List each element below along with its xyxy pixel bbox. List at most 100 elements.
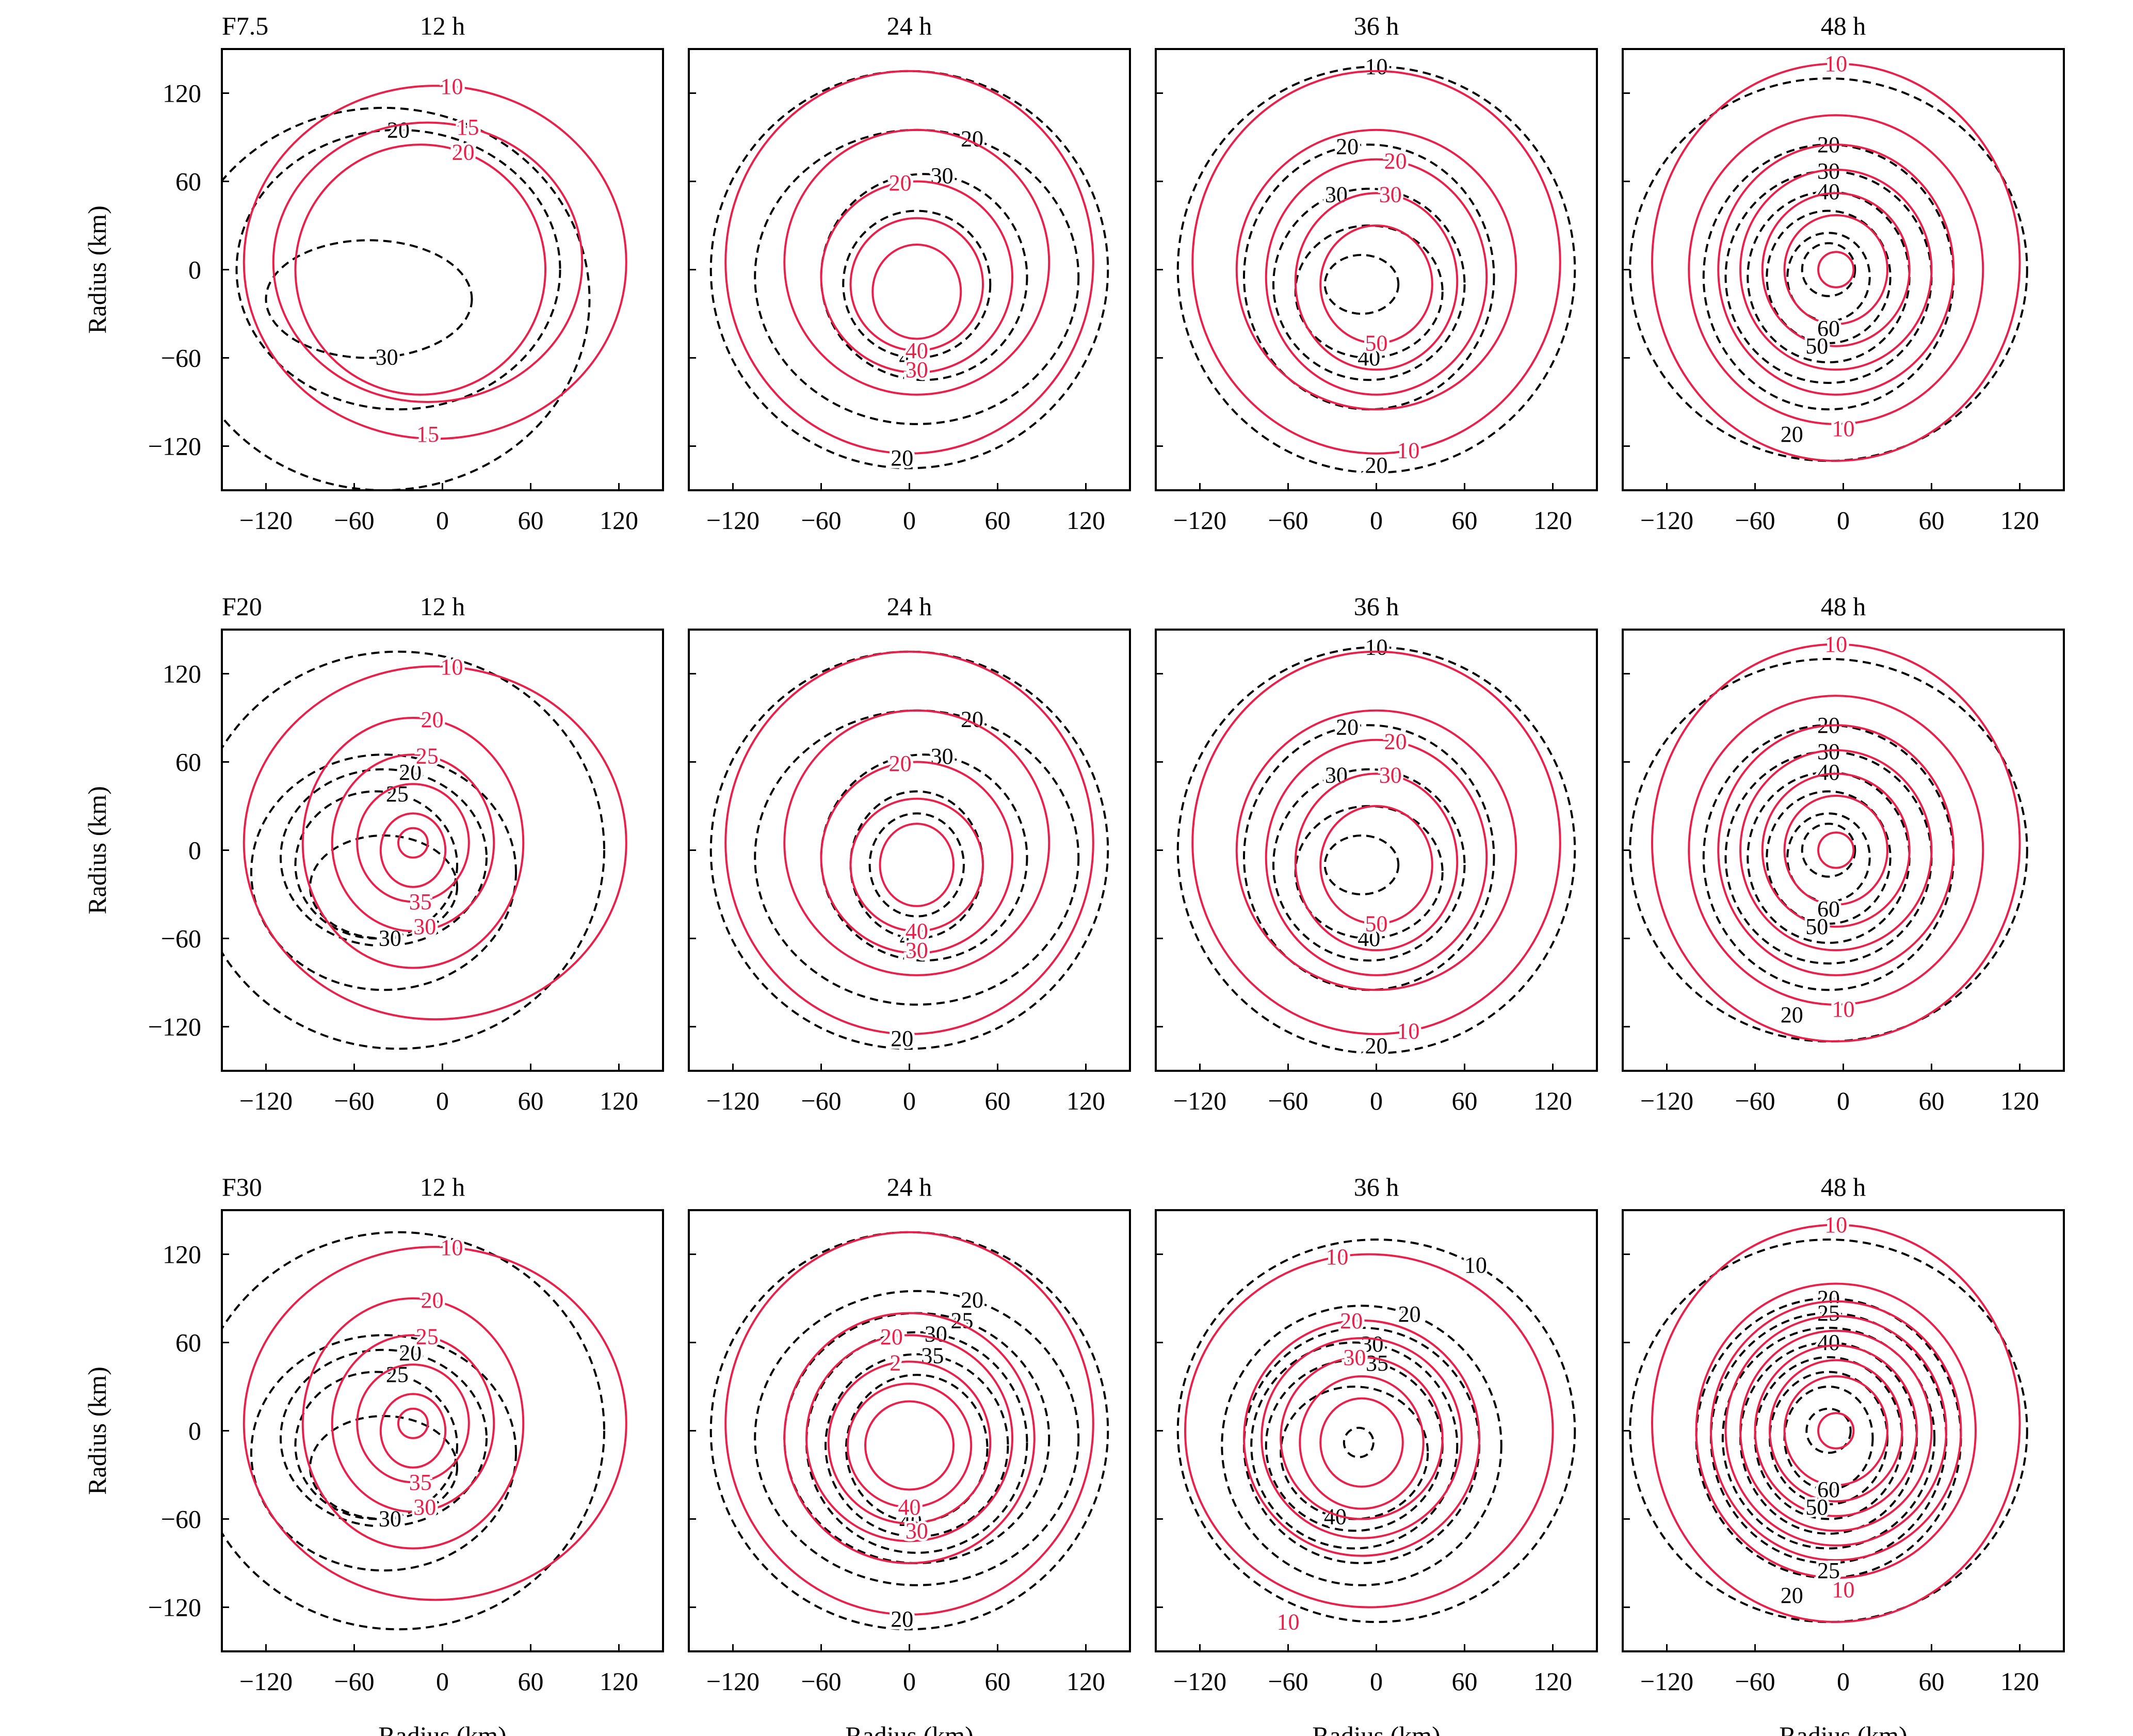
solid-contour [1761,192,1911,347]
solid-contour [294,143,546,396]
x-tick-label: −60 [801,506,841,535]
solid-contour-label: 10 [441,1235,463,1260]
plot-area: 10 20 30 40 10 20 30 50 20 [1176,632,1576,1061]
x-tick-label: −120 [1173,1086,1226,1115]
solid-contour [1265,158,1488,396]
solid-contour [1817,251,1855,288]
dashed-contour [754,1290,1080,1586]
dashed-contour [235,128,561,411]
solid-contour [864,1400,955,1491]
solid-contour [356,1363,470,1484]
dashed-contour-label: 20 [399,760,422,785]
solid-contour-label: 10 [1832,1577,1855,1602]
x-tick-label: 0 [903,1667,916,1696]
dashed-contour-label: 10 [1365,54,1388,79]
solid-contour-label: 10 [1397,438,1419,463]
solid-contour [849,797,984,933]
x-tick-label: 0 [436,1086,449,1115]
x-tick-label: −120 [1640,1667,1693,1696]
solid-contour-label: 30 [1343,1345,1366,1370]
solid-contour-label: 20 [880,1324,903,1349]
panel-frame [688,48,1131,491]
dashed-contour [250,753,517,991]
solid-contour [1717,724,1955,976]
dashed-contour-label: 40 [899,1509,922,1534]
row-label: F20 [222,592,262,621]
panel-title: 48 h [1821,1172,1866,1201]
solid-contour [243,85,627,440]
solid-contour [1783,795,1888,906]
solid-contour-label: 20 [889,170,912,196]
solid-contour [879,823,955,907]
y-tick-label: −60 [161,344,201,373]
solid-contour [379,1393,447,1469]
solid-contour [1651,62,2021,462]
solid-contour-label: 50 [1365,331,1388,356]
solid-contour [783,1312,1036,1564]
dashed-contour [1766,790,1892,925]
dashed-contour [805,1331,1028,1554]
solid-contour-label: 20 [1384,729,1407,754]
dashed-contour [280,1348,488,1528]
solid-contour-label: 20 [452,139,475,165]
x-axis-label: Radius (km) [1779,1721,1908,1736]
x-tick-label: −120 [239,1086,293,1115]
dashed-contour [1250,1341,1459,1550]
x-tick-label: 0 [903,1086,916,1115]
x-tick-label: 60 [1919,1667,1945,1696]
panel-title: 24 h [887,11,932,40]
dashed-contour [1786,812,1871,903]
panel-title: 48 h [1821,11,1866,40]
dashed-contour [1221,1305,1502,1586]
solid-contour [783,709,1051,976]
x-tick-label: 120 [1533,1086,1572,1115]
x-tick-label: 60 [518,1086,544,1115]
x-tick-label: 120 [2000,1086,2039,1115]
x-tick-label: 120 [1066,1086,1105,1115]
dashed-contour [222,107,591,490]
x-axis-label: Radius (km) [1312,1721,1441,1736]
x-tick-label: −60 [334,1667,374,1696]
dashed-contour [250,1334,517,1572]
x-tick-label: −120 [1173,1667,1226,1696]
dashed-contour-label: 20 [1817,1286,1840,1311]
x-tick-label: 60 [985,506,1011,535]
solid-contour [272,121,584,403]
solid-contour-label: 10 [1824,632,1847,657]
y-axis-label: Radius (km) [83,1367,111,1495]
solid-contour-label: 10 [1832,996,1855,1022]
solid-contour-label: 20 [889,751,912,776]
dashed-contour-label: 30 [379,1506,401,1532]
dashed-contour [1343,1426,1375,1458]
x-tick-label: 0 [436,506,449,535]
solid-contour [1761,773,1911,928]
x-tick-label: 0 [1837,1667,1850,1696]
x-tick-label: 120 [600,1086,638,1115]
panel-frame [221,1209,664,1652]
solid-contour [1688,114,1984,425]
solid-contour [724,70,1094,455]
solid-contour [1280,1356,1444,1520]
dashed-contour-label: 40 [1358,345,1380,371]
solid-contour [1235,709,1517,991]
solid-contour [820,180,1013,374]
x-axis-label: Radius (km) [845,1721,974,1736]
x-tick-label: 120 [600,506,638,535]
dashed-contour [222,1231,605,1631]
x-tick-label: 120 [600,1667,638,1696]
panel-1-3: 10 20 30 40 10 20 30 50 20 −120 −60 0 60 120 36 h [1155,11,1598,535]
dashed-contour-label: 20 [1781,1002,1803,1027]
y-tick-label: 120 [163,1240,201,1269]
y-tick-label: −60 [161,1505,201,1534]
x-tick-label: 0 [1370,506,1383,535]
dashed-contour [1805,1407,1852,1454]
dashed-contour [294,790,458,940]
solid-contour-label: 10 [441,654,463,680]
solid-contour [827,1360,992,1525]
solid-contour [805,1334,1013,1542]
